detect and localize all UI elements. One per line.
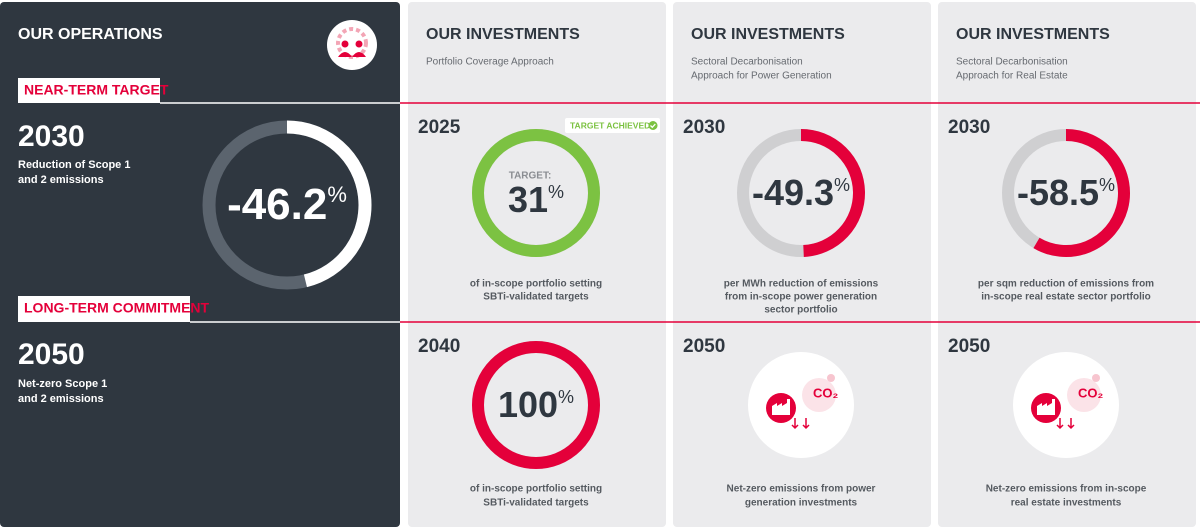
bubble — [1067, 378, 1101, 412]
description-line: Approach for Real Estate — [956, 71, 1068, 82]
description-line: sector portfolio — [764, 305, 837, 316]
panel-title: OUR INVESTMENTS — [691, 26, 845, 43]
ring-value: -49.3% — [752, 172, 850, 213]
panel-title: OUR OPERATIONS — [18, 26, 163, 43]
ring-value: 31% — [508, 179, 564, 220]
unit: % — [558, 387, 574, 407]
description-line: Net-zero emissions from in-scope — [986, 484, 1147, 495]
factory — [772, 399, 790, 415]
value: 31 — [508, 179, 548, 220]
value: -46.2 — [227, 180, 327, 229]
ring-value: 100% — [498, 384, 574, 425]
icon-bg — [1013, 352, 1119, 458]
unit: % — [834, 175, 850, 195]
year: 2040 — [418, 336, 460, 357]
year: 2030 — [18, 120, 85, 153]
factory — [1037, 399, 1055, 415]
description-line: Approach for Power Generation — [691, 71, 832, 82]
ring-arc — [472, 129, 600, 257]
panel-title: OUR INVESTMENTS — [956, 26, 1110, 43]
tag-label: NEAR-TERM TARGET — [24, 82, 169, 98]
check-mark — [650, 123, 656, 129]
description-line: and 2 emissions — [18, 393, 104, 405]
tag-label: LONG-TERM COMMITMENT — [24, 300, 210, 316]
description-line: and 2 emissions — [18, 174, 104, 186]
arrows — [1056, 418, 1075, 430]
tag — [18, 78, 160, 103]
description-line: per sqm reduction of emissions from — [978, 279, 1154, 290]
ring-label: TARGET: — [509, 171, 552, 182]
bubble — [802, 378, 836, 412]
bubble — [1092, 374, 1100, 382]
description-line: Portfolio Coverage Approach — [426, 57, 554, 68]
ring-arc — [286, 120, 372, 288]
co2-label: CO₂ — [1078, 385, 1104, 400]
year: 2050 — [18, 338, 85, 371]
year: 2030 — [948, 117, 990, 138]
unit: % — [327, 182, 347, 207]
value: -58.5 — [1017, 172, 1099, 213]
unit: % — [548, 182, 564, 202]
description-line: generation investments — [745, 498, 858, 509]
description-line: real estate investments — [1011, 498, 1122, 509]
year: 2030 — [683, 117, 725, 138]
badge-label: TARGET ACHIEVED — [570, 120, 650, 130]
ring-value: -58.5% — [1017, 172, 1115, 213]
ring-arc — [1033, 129, 1130, 257]
ring-arc — [472, 341, 600, 469]
description-line: SBTi-validated targets — [483, 498, 589, 509]
people-icon — [327, 20, 377, 70]
icon-bg — [748, 352, 854, 458]
investment-panel — [938, 2, 1196, 527]
check-icon — [648, 121, 658, 130]
investment-panel — [408, 2, 666, 527]
description-line: in-scope real estate sector portfolio — [981, 292, 1151, 303]
description-line: Net-zero Scope 1 — [18, 378, 107, 390]
ring-arc — [800, 129, 865, 257]
description-line: Net-zero emissions from power — [727, 484, 876, 495]
description-line: of in-scope portfolio setting — [470, 484, 602, 495]
co2-label: CO₂ — [813, 385, 839, 400]
description-line: per MWh reduction of emissions — [724, 279, 879, 290]
bubble — [827, 374, 835, 382]
ring-value: -46.2% — [227, 180, 347, 229]
year: 2050 — [683, 336, 725, 357]
year: 2050 — [948, 336, 990, 357]
arrows — [791, 418, 810, 430]
tag — [18, 296, 190, 322]
description-line: Sectoral Decarbonisation — [956, 57, 1068, 68]
description-line: from in-scope power generation — [725, 292, 877, 303]
badge — [565, 118, 660, 133]
description-line: Reduction of Scope 1 — [18, 159, 130, 171]
panel-title: OUR INVESTMENTS — [426, 26, 580, 43]
description-line: SBTi-validated targets — [483, 292, 589, 303]
year: 2025 — [418, 117, 461, 138]
value: -49.3 — [752, 172, 834, 213]
description-line: Sectoral Decarbonisation — [691, 57, 803, 68]
investment-panel — [673, 2, 931, 527]
value: 100 — [498, 384, 558, 425]
description-line: of in-scope portfolio setting — [470, 279, 602, 290]
unit: % — [1099, 175, 1115, 195]
